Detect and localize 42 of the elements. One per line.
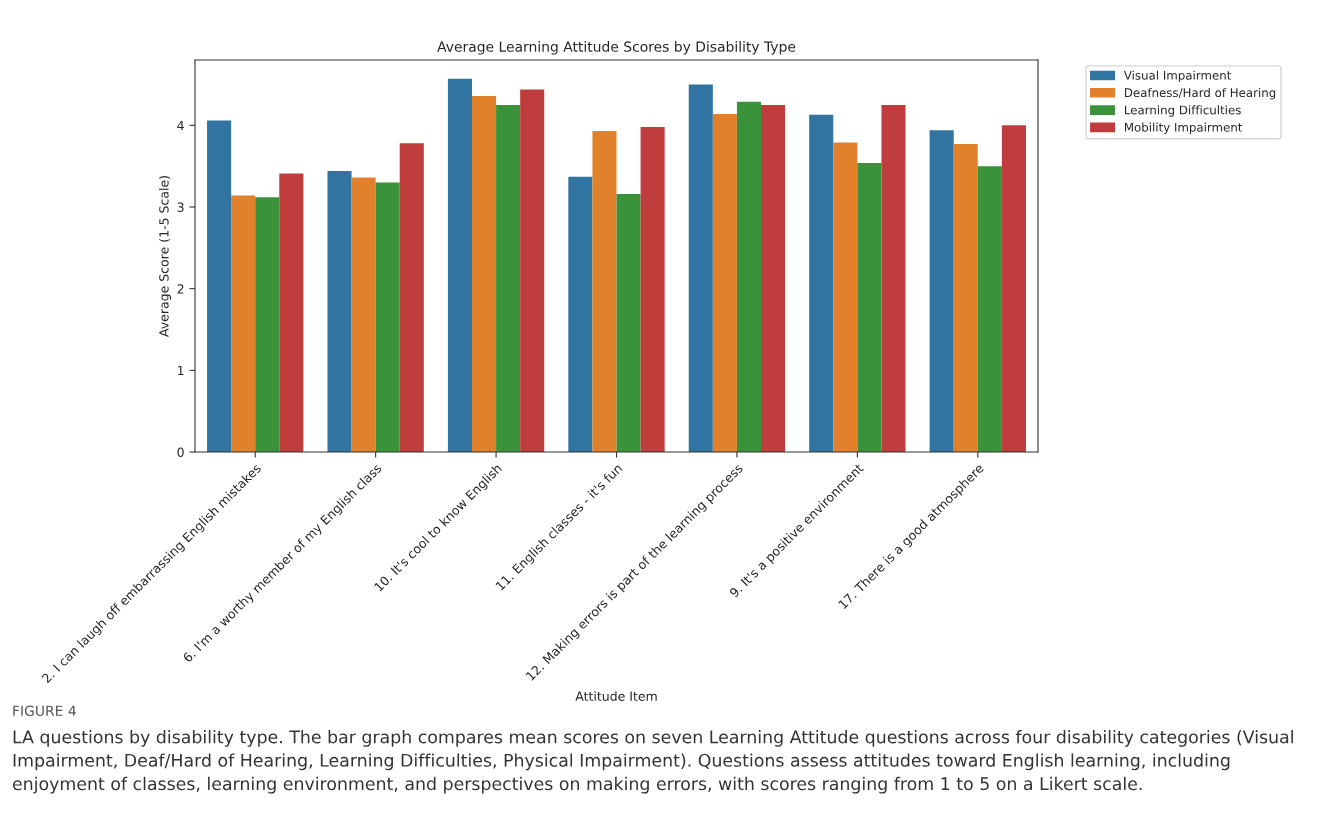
bar <box>568 176 593 452</box>
bar <box>520 89 545 452</box>
bar <box>736 101 762 452</box>
bar <box>712 113 737 452</box>
y-tick-label: 2 <box>177 284 184 294</box>
bar <box>640 126 665 452</box>
legend-label: Learning Difficulties <box>1124 105 1241 117</box>
bar <box>1001 125 1026 452</box>
bar <box>592 131 617 452</box>
bar <box>761 104 786 452</box>
bar <box>207 120 232 452</box>
bar <box>616 193 641 452</box>
legend-label: Mobility Impairment <box>1124 122 1243 135</box>
bar <box>471 95 497 452</box>
bar <box>881 104 906 452</box>
bar <box>255 197 280 452</box>
bar <box>857 162 882 452</box>
bar <box>496 104 521 452</box>
bar <box>688 84 713 452</box>
bar <box>351 177 376 452</box>
y-tick-label: 3 <box>177 202 184 212</box>
bar <box>833 142 858 452</box>
legend-label: Deafness/Hard of Hearing <box>1124 87 1276 100</box>
chart-title: Average Learning Attitude Scores by Disability Type <box>437 41 796 55</box>
legend-label: Visual Impairment <box>1123 70 1232 83</box>
y-tick-label: 1 <box>178 365 184 376</box>
y-tick-label: 0 <box>177 447 184 457</box>
bar <box>231 195 256 452</box>
bar <box>977 166 1002 452</box>
x-axis-title: Attitude Item <box>575 691 657 701</box>
text: LA questions by disability type. The bar graph compares mean scores on seven Learning Attitude questions across four disability categories (Visual Impairment, Deaf/Hard of Hearing, Learning Difficulties, Physical Impairment). Questions assess attitudes toward English learning, including enjoyment of classes, learning environment, and perspectives on making errors, with scores ranging from 1 to 5 on a Likert scale. <box>12 730 1293 794</box>
bar <box>279 173 304 452</box>
bar <box>399 143 424 452</box>
y-axis-title: Average Score (1-5 Scale) <box>158 176 172 337</box>
bar <box>929 130 954 452</box>
bar <box>327 171 352 452</box>
bar <box>447 78 472 452</box>
bar <box>953 144 978 452</box>
caption: FIGURE 4 <box>13 705 76 717</box>
bar <box>375 182 400 452</box>
bar <box>809 114 834 452</box>
y-tick-label: 4 <box>177 120 184 131</box>
